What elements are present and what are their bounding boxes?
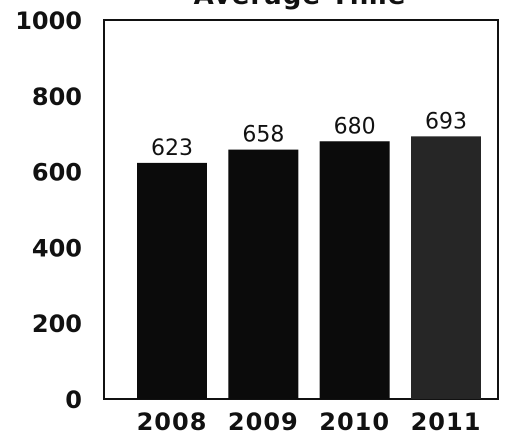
chart-title: Average Time (194, 0, 407, 11)
data-label-2011: 693 (425, 109, 467, 134)
y-tick-label-400: 400 (32, 234, 82, 262)
x-tick-label-2008: 2008 (137, 408, 208, 435)
data-labels: 623 658 680 693 (151, 109, 467, 161)
y-tick-label-200: 200 (32, 310, 82, 338)
y-axis-ticks: 0 200 400 600 800 1000 (15, 7, 82, 414)
x-tick-label-2009: 2009 (228, 408, 299, 435)
data-label-2010: 680 (334, 114, 376, 139)
data-label-2008: 623 (151, 136, 193, 161)
y-tick-label-0: 0 (65, 386, 82, 414)
y-tick-label-1000: 1000 (15, 7, 82, 35)
bar-2010 (319, 141, 390, 399)
bar-2008 (137, 162, 207, 399)
bar-2009 (228, 149, 299, 399)
bar-2011 (411, 136, 481, 399)
chart-title-group: Average Time (194, 0, 407, 11)
y-tick-label-600: 600 (32, 159, 82, 187)
bars (137, 136, 481, 399)
x-axis-ticks: 2008 2009 2010 2011 (137, 408, 482, 436)
x-tick-label-2010: 2010 (319, 408, 390, 435)
data-label-2009: 658 (242, 123, 284, 148)
x-tick-label-2011: 2011 (411, 408, 482, 435)
y-tick-label-800: 800 (32, 83, 82, 111)
